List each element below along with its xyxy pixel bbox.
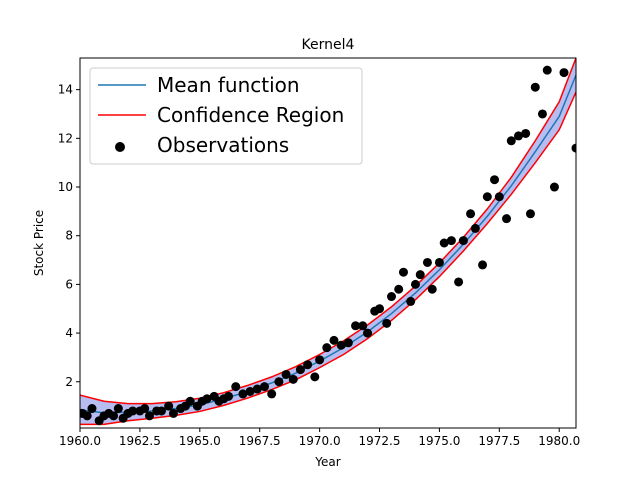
observation-point: [358, 321, 368, 331]
observation-point: [494, 192, 504, 202]
observation-point: [295, 365, 305, 375]
observation-point: [156, 406, 166, 416]
observation-point: [310, 372, 320, 382]
legend-frame: [89, 67, 363, 165]
y-axis-label: Stock Price: [32, 210, 46, 276]
observation-point: [336, 340, 346, 350]
observation-point: [478, 260, 488, 270]
observation-point: [113, 404, 123, 414]
observation-point: [482, 192, 492, 202]
observation-point: [513, 131, 523, 141]
observation-point: [458, 236, 468, 246]
x-tick-label: 1960.0: [59, 434, 101, 448]
x-axis-label: Year: [314, 455, 340, 469]
observation-point: [375, 304, 385, 314]
observation-point: [521, 128, 531, 138]
observation-point: [245, 386, 255, 396]
observation-point: [363, 328, 373, 338]
observation-point: [559, 68, 569, 78]
observation-points: [80, 65, 576, 426]
observation-point: [82, 411, 92, 421]
observation-point: [439, 238, 449, 248]
x-tick-label: 1972.5: [359, 434, 401, 448]
observation-point: [274, 377, 284, 387]
legend-observations-label: Observations: [157, 133, 289, 157]
observation-point: [303, 360, 313, 370]
y-tick-label: 4: [65, 326, 73, 340]
x-tick-label: 1980.0: [538, 434, 580, 448]
y-axis: 2 4 6 8 10 12 14: [58, 83, 80, 389]
legend: Mean function Confidence Region Observat…: [89, 67, 363, 165]
x-tick-label: 1975.0: [418, 434, 460, 448]
y-tick-label: 12: [58, 131, 73, 145]
observation-point: [490, 175, 500, 185]
confidence-lower-line: [80, 91, 576, 426]
axes-frame: [79, 57, 577, 429]
observation-point: [406, 296, 416, 306]
y-tick-label: 2: [65, 375, 73, 389]
x-axis: 1960.0 1962.5 1965.0 1967.5 1970.0 1972.5 1975…: [59, 428, 580, 448]
x-tick-label: 1962.5: [119, 434, 161, 448]
observation-point: [410, 279, 420, 289]
observation-point: [238, 389, 248, 399]
chart-title: Kernel4: [302, 37, 355, 53]
observation-point: [525, 209, 535, 219]
observation-point: [252, 384, 262, 394]
observation-point: [231, 382, 241, 392]
observation-point: [322, 343, 332, 353]
observation-point: [446, 236, 456, 246]
legend-observations-swatch: [115, 142, 125, 152]
observation-point: [502, 214, 512, 224]
observation-point: [537, 109, 547, 119]
x-tick-label: 1970.0: [299, 434, 341, 448]
observation-point: [267, 389, 277, 399]
observation-point: [466, 209, 476, 219]
observation-point: [434, 257, 444, 267]
observation-point: [185, 396, 195, 406]
observation-point: [109, 411, 119, 421]
observation-point: [351, 321, 361, 331]
observation-point: [288, 374, 298, 384]
observation-point: [394, 284, 404, 294]
observation-point: [530, 82, 540, 92]
y-tick-label: 10: [58, 180, 73, 194]
observation-point: [144, 411, 154, 421]
observation-point: [329, 335, 339, 345]
observation-point: [454, 277, 464, 287]
observation-point: [224, 391, 234, 401]
observation-point: [343, 338, 353, 348]
observation-point: [315, 355, 325, 365]
observation-point: [470, 223, 480, 233]
observation-point: [542, 65, 552, 75]
x-tick-label: 1977.5: [478, 434, 520, 448]
observation-point: [87, 404, 97, 414]
observation-point: [506, 136, 516, 146]
observation-point: [387, 292, 396, 302]
observation-point: [128, 406, 138, 416]
observation-point: [202, 394, 212, 404]
legend-mean-label: Mean function: [157, 73, 300, 97]
observation-point: [571, 143, 576, 153]
observation-point: [422, 257, 432, 267]
x-tick-label: 1965.0: [179, 434, 221, 448]
y-tick-label: 6: [65, 277, 73, 291]
observation-point: [281, 369, 291, 379]
observation-point: [164, 401, 174, 411]
observation-point: [549, 182, 559, 192]
observation-point: [382, 318, 392, 328]
y-tick-label: 8: [65, 229, 73, 243]
observation-point: [427, 284, 437, 294]
observation-point: [398, 267, 408, 277]
legend-confidence-label: Confidence Region: [157, 103, 344, 127]
observation-point: [168, 408, 178, 418]
observation-point: [415, 270, 425, 280]
y-tick-label: 14: [58, 83, 73, 97]
x-tick-label: 1967.5: [239, 434, 281, 448]
observation-point: [260, 382, 269, 392]
observation-point: [140, 404, 150, 414]
plot-area: [80, 58, 576, 426]
